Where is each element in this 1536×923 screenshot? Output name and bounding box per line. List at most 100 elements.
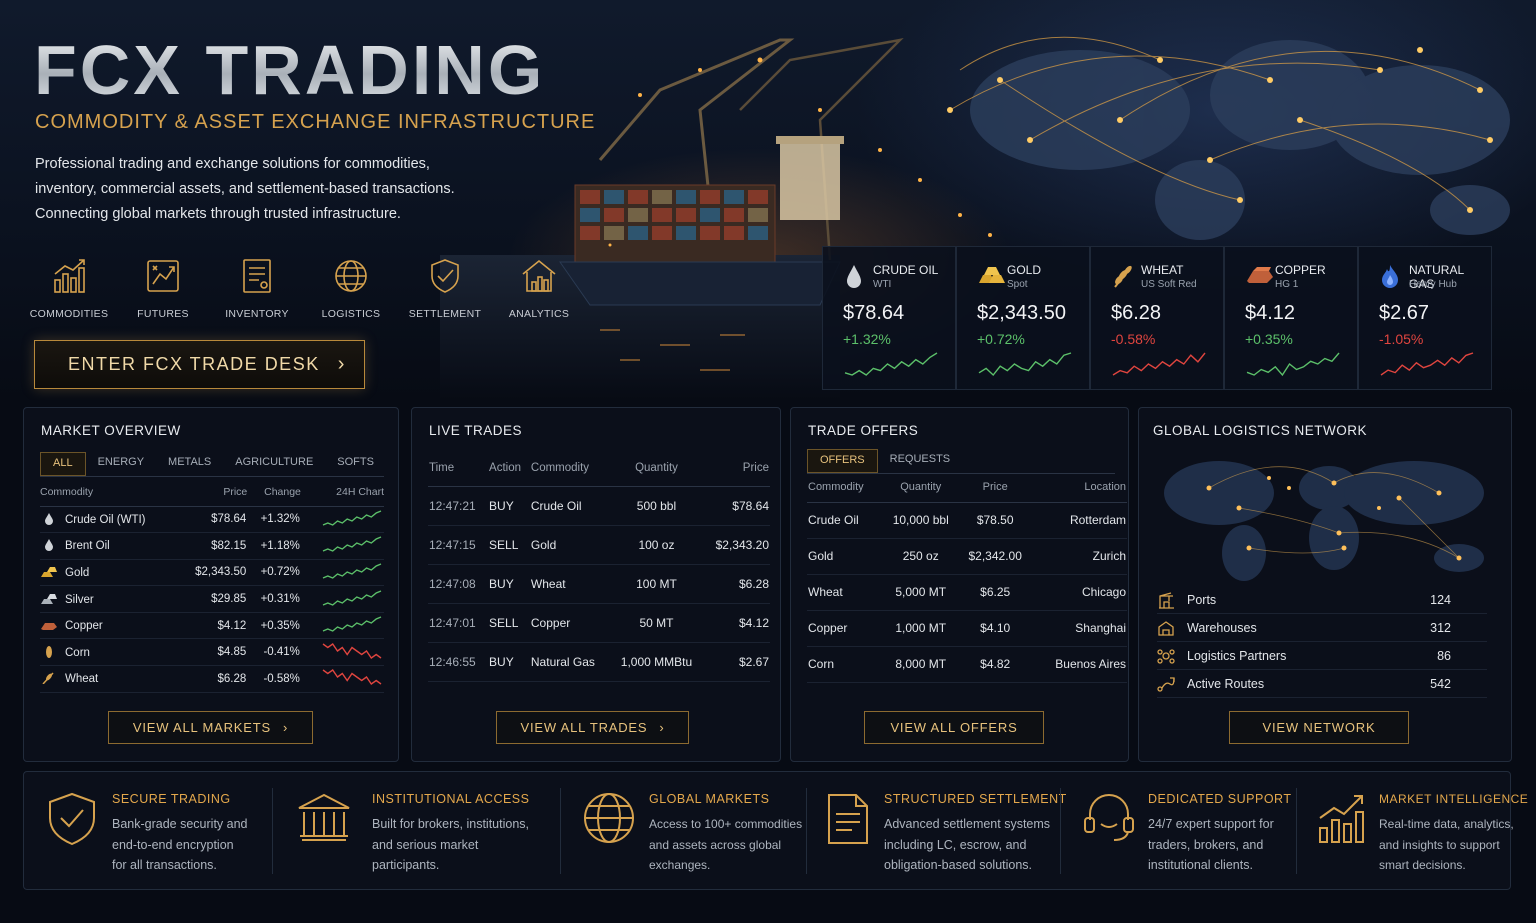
tab-energy[interactable]: ENERGY (97, 456, 145, 468)
feature-line: participants. (372, 858, 440, 872)
commodity-price: $6.28 (178, 665, 248, 693)
sparkline-path (1112, 352, 1206, 376)
row-sparkline (322, 642, 382, 659)
feature-title: STRUCTURED SETTLEMENT (884, 792, 1067, 806)
feature-description: Built for brokers, institutions, and ser… (372, 814, 562, 876)
brand-description: Professional trading and exchange soluti… (35, 152, 495, 227)
tab-offers[interactable]: OFFERS (807, 449, 878, 473)
logistics-panel: GLOBAL LOGISTICS NETWORK Ports 124 Wareh… (1138, 407, 1512, 762)
view-all-markets-button[interactable]: VIEW ALL MARKETS › (108, 711, 313, 744)
column-header: Quantity (882, 480, 959, 503)
feature-line: for all transactions. (112, 858, 217, 872)
features-strip: SECURE TRADING Bank-grade security and e… (23, 771, 1528, 890)
feature-description: Advanced settlement systems including LC… (884, 814, 1074, 876)
trade-time: 12:47:21 (428, 486, 489, 526)
trade-quantity: 50 MT (611, 603, 702, 643)
ticker-card[interactable]: WHEAT US Soft Red $6.28 -0.58% (1090, 246, 1224, 390)
feature-line: and serious market (372, 837, 479, 852)
table-row[interactable]: 12:47:21 BUY Crude Oil 500 bbl $78.64 (428, 486, 770, 526)
nav-futures[interactable]: FUTURES (116, 256, 210, 322)
ticker-change: -1.05% (1379, 331, 1424, 347)
sparkline-path (322, 642, 382, 659)
sparkline-path (1246, 352, 1340, 377)
tab-all[interactable]: ALL (40, 452, 86, 476)
warehouse-icon (1158, 620, 1174, 636)
table-row[interactable]: Gold 250 oz $2,342.00 Zurich (807, 538, 1127, 575)
table-row[interactable]: Wheat $6.28 -0.58% (40, 665, 384, 693)
trade-commodity: Natural Gas (529, 642, 612, 682)
gold-bars-icon (41, 566, 57, 577)
view-all-trades-button[interactable]: VIEW ALL TRADES › (496, 711, 689, 744)
table-row[interactable]: Crude Oil 10,000 bbl $78.50 Rotterdam (807, 502, 1127, 539)
offer-commodity: Gold (807, 538, 883, 575)
bar-chart-icon (54, 259, 85, 293)
brand-description-line: Professional trading and exchange soluti… (35, 156, 430, 172)
gold-bars-icon (979, 267, 1005, 283)
ticker-sub: US Soft Red (1141, 279, 1197, 290)
stat-label: Warehouses (1187, 620, 1257, 635)
nav-commodities[interactable]: COMMODITIES (22, 256, 116, 322)
feature-title: GLOBAL MARKETS (649, 792, 770, 806)
trade-action: BUY (488, 564, 530, 604)
table-row[interactable]: 12:47:01 SELL Copper 50 MT $4.12 (428, 603, 770, 643)
table-row[interactable]: 12:47:08 BUY Wheat 100 MT $6.28 (428, 564, 770, 604)
offer-price: $4.82 (958, 646, 1032, 683)
enter-trade-desk-button[interactable]: ENTER FCX TRADE DESK › (34, 340, 365, 389)
table-row[interactable]: 12:47:15 SELL Gold 100 oz $2,343.20 (428, 525, 770, 565)
feature-description: 24/7 expert support for traders, brokers… (1148, 814, 1328, 876)
sparkline-path (322, 536, 382, 553)
table-row[interactable]: Gold $2,343.50 +0.72% (40, 559, 384, 587)
stat-label: Logistics Partners (1187, 648, 1287, 663)
table-row[interactable]: 12:46:55 BUY Natural Gas 1,000 MMBtu $2.… (428, 642, 770, 682)
trade-price: $4.12 (701, 603, 770, 643)
trade-commodity: Wheat (529, 564, 612, 604)
commodity-price: $4.12 (178, 612, 248, 640)
ticker-card[interactable]: COPPER HG 1 $4.12 +0.35% (1224, 246, 1358, 390)
offer-commodity: Copper (807, 610, 883, 647)
divider (560, 788, 561, 874)
commodity-name: Brent Oil (65, 540, 110, 553)
commodity-change: -0.58% (247, 665, 301, 693)
ticker-card[interactable]: GOLD Spot $2,343.50 +0.72% (956, 246, 1090, 390)
tab-agriculture[interactable]: AGRICULTURE (235, 456, 314, 468)
network-stats: Ports 124 Warehouses 312 Logistics Partn… (1157, 586, 1487, 698)
table-row[interactable]: Crude Oil (WTI) $78.64 +1.32% (40, 506, 384, 534)
tab-metals[interactable]: METALS (168, 456, 212, 468)
commodity-change: +1.18% (247, 532, 301, 560)
table-row[interactable]: Corn 8,000 MT $4.82 Buenos Aires (807, 646, 1127, 683)
table-row[interactable]: Copper $4.12 +0.35% (40, 612, 384, 640)
view-network-button[interactable]: VIEW NETWORK (1229, 711, 1409, 744)
ticker-card[interactable]: NATURAL GAS Henry Hub $2.67 -1.05% (1358, 246, 1492, 390)
feature-card: STRUCTURED SETTLEMENT Advanced settlemen… (826, 786, 1066, 878)
feature-line: obligation-based solutions. (884, 858, 1033, 872)
stat-value: 542 (1430, 676, 1451, 691)
view-all-offers-button[interactable]: VIEW ALL OFFERS (864, 711, 1044, 744)
offer-location: Zurich (1031, 538, 1127, 575)
ticker-sparkline (1380, 352, 1474, 376)
commodity-name: Crude Oil (WTI) (65, 513, 146, 526)
nav-label: FUTURES (137, 308, 189, 320)
nav-logistics[interactable]: LOGISTICS (304, 256, 398, 322)
table-row[interactable]: Copper 1,000 MT $4.10 Shanghai (807, 610, 1127, 647)
nav-settlement[interactable]: SETTLEMENT (398, 256, 492, 322)
nav-inventory[interactable]: INVENTORY (210, 256, 304, 322)
ticker-sparkline (1112, 352, 1206, 376)
tab-softs[interactable]: SOFTS (337, 456, 374, 468)
commodity-price: $2,343.50 (178, 559, 248, 587)
ticker-change: +1.32% (843, 331, 891, 347)
ticker-card[interactable]: CRUDE OIL WTI $78.64 +1.32% (822, 246, 956, 390)
row-sparkline (322, 669, 382, 686)
ticker-sparkline (1246, 352, 1340, 377)
table-row[interactable]: Brent Oil $82.15 +1.18% (40, 532, 384, 560)
nav-analytics[interactable]: ANALYTICS (492, 256, 586, 322)
stat-value: 124 (1430, 592, 1451, 607)
table-row[interactable]: Wheat 5,000 MT $6.25 Chicago (807, 574, 1127, 611)
table-row[interactable]: Corn $4.85 -0.41% (40, 638, 384, 667)
table-row[interactable]: Silver $29.85 +0.31% (40, 585, 384, 613)
ticker-sub: WTI (873, 279, 892, 290)
trade-price: $78.64 (701, 486, 770, 526)
feature-line: and insights to support (1379, 837, 1500, 852)
tab-requests[interactable]: REQUESTS (889, 453, 951, 465)
feature-line: smart decisions. (1379, 858, 1466, 872)
trade-quantity: 500 bbl (611, 486, 702, 526)
